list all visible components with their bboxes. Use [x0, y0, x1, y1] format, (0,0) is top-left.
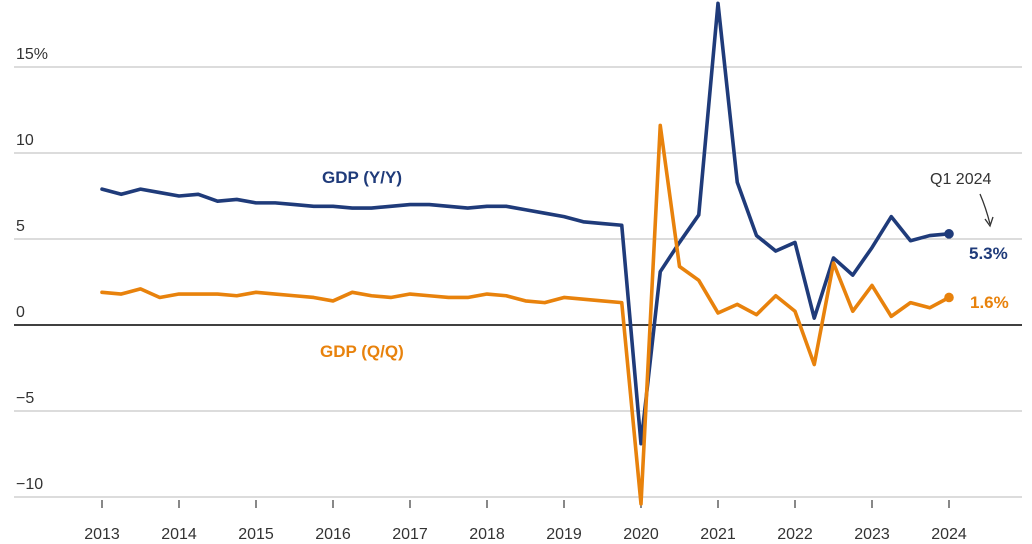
x-tick-label: 2013	[84, 526, 120, 543]
grid	[14, 66, 1022, 498]
x-tick-label: 2024	[931, 526, 967, 543]
end-point-gdp-yy	[944, 229, 954, 239]
x-tick-label: 2018	[469, 526, 505, 543]
end-point-gdp-qq	[944, 292, 954, 303]
x-tick-label: 2019	[546, 526, 582, 543]
series-line-gdp-qq	[100, 123, 951, 506]
y-tick-label: 0	[16, 304, 25, 321]
x-tick-label: 2023	[854, 526, 890, 543]
y-tick-label: −5	[16, 390, 34, 407]
series-label-gdp-yy: GDP (Y/Y)	[322, 168, 402, 187]
series-line-gdp-yy	[100, 1, 951, 446]
x-tick-label: 2021	[700, 526, 736, 543]
annotation-q1-2024: Q1 2024	[930, 171, 991, 188]
y-tick-label: 5	[16, 218, 25, 235]
x-tick-label: 2015	[238, 526, 274, 543]
series-label-gdp-qq: GDP (Q/Q)	[320, 342, 404, 361]
x-tick-label: 2014	[161, 526, 197, 543]
x-tick-label: 2020	[623, 526, 659, 543]
x-tick-label: 2017	[392, 526, 428, 543]
end-label-gdp-qq: 1.6%	[970, 293, 1009, 312]
x-axis-ticks: 2013 2014 2015 2016 2017 2018 2019 2020 2021 2022…	[84, 500, 967, 543]
x-tick-label: 2016	[315, 526, 351, 543]
y-tick-label: 10	[16, 132, 34, 149]
x-tick-label: 2022	[777, 526, 813, 543]
series-labels: GDP (Y/Y) GDP (Q/Q) 5.3% 1.6% Q1 2024	[320, 168, 1009, 361]
series-lines	[100, 1, 954, 506]
y-tick-label: 15%	[16, 46, 48, 63]
y-axis-ticks: 15% 10 5 0 −5 −10	[16, 46, 48, 493]
end-label-gdp-yy: 5.3%	[969, 244, 1008, 263]
annotation-arrowhead	[984, 216, 994, 228]
y-tick-label: −10	[16, 476, 43, 493]
annotation-arrow	[979, 193, 991, 225]
